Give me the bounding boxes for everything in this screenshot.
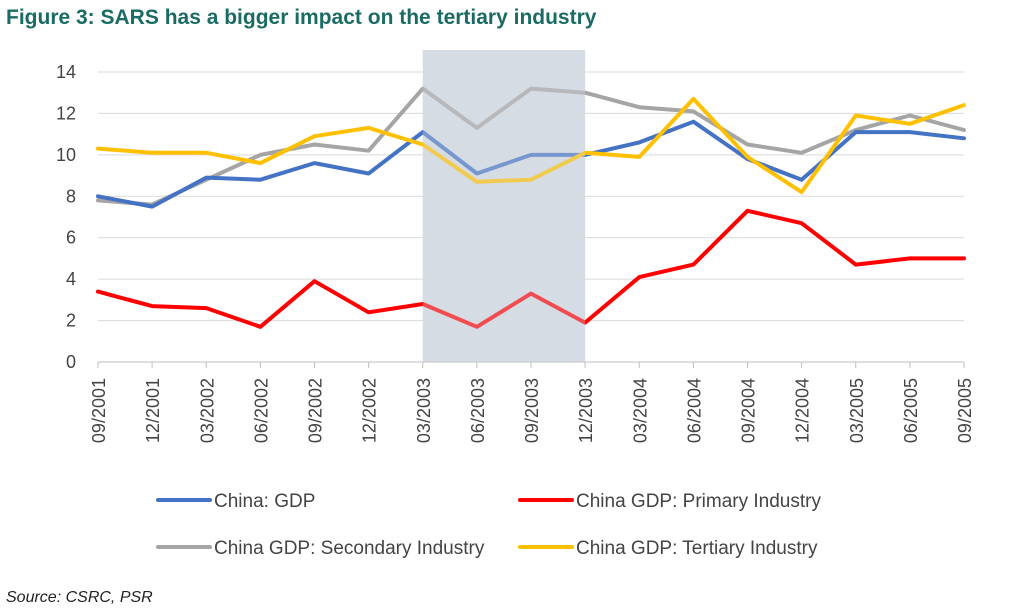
y-axis-ticks: 0 2 4 6 8 10 12 14 [56, 62, 76, 372]
x-tick-label: 12/2002 [360, 378, 380, 443]
y-tick-label: 8 [66, 186, 76, 206]
y-tick-label: 6 [66, 228, 76, 248]
x-tick-label: 06/2003 [468, 378, 488, 443]
legend-label: China: GDP [214, 491, 315, 512]
legend-label: China GDP: Tertiary Industry [576, 538, 818, 559]
y-tick-label: 14 [56, 62, 76, 82]
series-lines [96, 50, 966, 362]
x-tick-label: 12/2001 [143, 378, 163, 443]
line-chart: 0 2 4 6 8 10 12 14 09/2001 12/2001 03/2002 06/2002… [56, 50, 975, 559]
x-tick-label: 09/2004 [739, 378, 759, 443]
series-line [96, 208, 966, 329]
x-tick-label: 03/2004 [630, 378, 650, 443]
x-tick-label: 06/2004 [684, 378, 704, 443]
y-tick-label: 10 [56, 145, 76, 165]
y-tick-label: 2 [66, 311, 76, 331]
x-tick-label: 09/2005 [955, 378, 975, 443]
x-tick-label: 03/2003 [414, 378, 434, 443]
shaded-region-overlay [422, 50, 586, 362]
legend-label: China GDP: Secondary Industry [214, 538, 485, 559]
x-tick-label: 06/2005 [901, 378, 921, 443]
chart-title: Figure 3: SARS has a bigger impact on th… [6, 6, 597, 29]
legend-label: China GDP: Primary Industry [576, 491, 821, 512]
series-line [96, 86, 966, 207]
y-tick-label: 4 [66, 269, 76, 289]
x-tick-label: 12/2003 [576, 378, 596, 443]
x-tick-label: 09/2002 [306, 378, 326, 443]
x-tick-label: 03/2005 [847, 378, 867, 443]
x-tick-label: 06/2002 [251, 378, 271, 443]
y-tick-label: 12 [56, 103, 76, 123]
x-axis-ticks: 09/2001 12/2001 03/2002 06/2002 09/2002 12/20… [89, 362, 975, 443]
y-tick-label: 0 [66, 352, 76, 372]
series-line [96, 96, 966, 195]
source-note: Source: CSRC, PSR [6, 589, 153, 606]
legend: China: GDP China GDP: Primary Industry Chi… [156, 491, 821, 559]
x-tick-label: 09/2001 [89, 378, 109, 443]
x-tick-label: 03/2002 [197, 378, 217, 443]
x-tick-label: 12/2004 [793, 378, 813, 443]
x-tick-label: 09/2003 [522, 378, 542, 443]
